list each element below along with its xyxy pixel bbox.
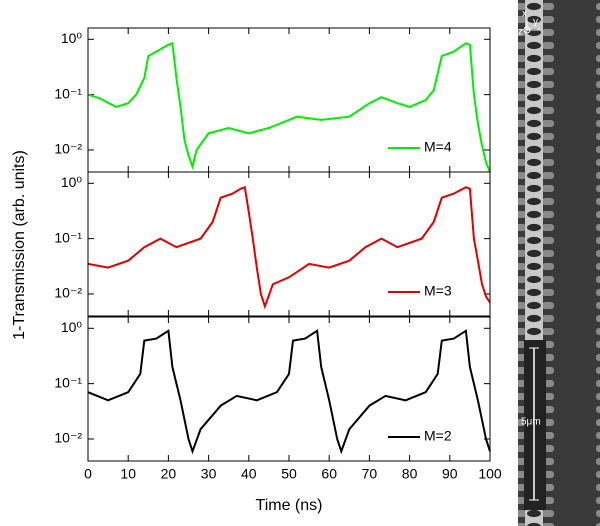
axis-name: z — [518, 27, 523, 38]
y-tick-label: 10⁰ — [61, 174, 83, 190]
scale-bar-box — [524, 340, 546, 510]
sem-image: 5μm x y z — [518, 0, 600, 526]
data-line — [87, 185, 491, 310]
legend-label: M=2 — [424, 428, 452, 444]
x-tick-label: 0 — [84, 466, 92, 482]
y-tick-label: 10⁻¹ — [54, 229, 82, 245]
y-tick-label: 10⁻¹ — [54, 374, 82, 390]
axis-origin — [523, 26, 531, 34]
plot-frame — [87, 316, 491, 462]
x-tick-label: 10 — [120, 466, 136, 482]
legend-label: M=4 — [424, 139, 452, 155]
y-tick-label: 10⁻² — [54, 430, 82, 446]
x-tick-label: 40 — [241, 466, 257, 482]
x-tick-label: 30 — [201, 466, 217, 482]
y-tick-label: 10⁻² — [54, 285, 82, 301]
scale-label: 5μm — [521, 417, 541, 428]
x-tick-label: 20 — [161, 466, 177, 482]
legend-label: M=3 — [424, 283, 452, 299]
axis-name: x — [522, 9, 527, 20]
x-tick-label: 90 — [442, 466, 458, 482]
x-tick-label: 50 — [281, 466, 297, 482]
axis-name: y — [533, 17, 538, 28]
x-tick-label: 70 — [362, 466, 378, 482]
y-tick-label: 10⁰ — [61, 319, 83, 335]
y-tick-label: 10⁻² — [54, 141, 82, 157]
y-axis-title: 1-Transmission (arb. units) — [11, 150, 28, 340]
x-axis-title: Time (ns) — [256, 497, 323, 514]
x-tick-label: 100 — [478, 466, 502, 482]
plot-frame — [87, 171, 491, 317]
data-line — [87, 41, 491, 173]
data-line — [87, 329, 491, 455]
x-tick-label: 80 — [402, 466, 418, 482]
x-tick-label: 60 — [321, 466, 337, 482]
y-tick-label: 10⁻¹ — [54, 85, 82, 101]
y-tick-label: 10⁰ — [61, 30, 83, 46]
